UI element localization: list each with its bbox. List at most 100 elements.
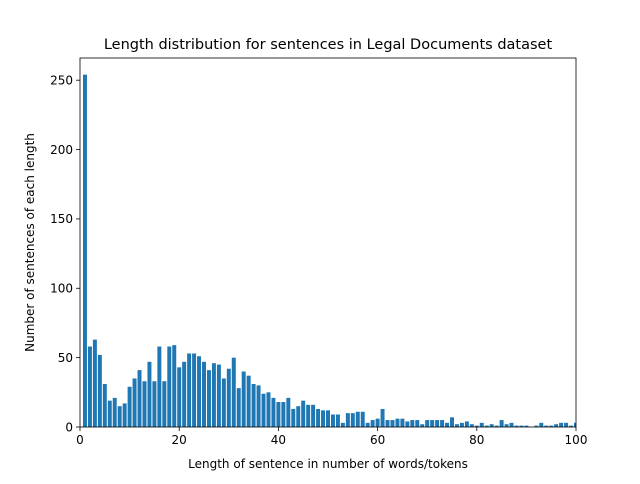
bar [241, 371, 246, 427]
bar [340, 422, 345, 427]
bar [524, 425, 529, 427]
bar [122, 403, 127, 427]
bar [147, 361, 152, 427]
bar [226, 368, 231, 427]
y-tick-label: 50 [58, 351, 73, 365]
bar [345, 413, 350, 427]
bar [251, 384, 256, 427]
x-tick-label: 60 [370, 433, 385, 447]
bar [127, 386, 132, 427]
bar [335, 414, 340, 427]
bar [459, 422, 464, 427]
bar [107, 400, 112, 427]
bar [574, 422, 576, 427]
bar [400, 418, 405, 427]
bar [430, 420, 435, 427]
bar [152, 381, 157, 427]
bar [450, 417, 454, 427]
bar [182, 361, 187, 427]
bar [534, 425, 539, 427]
bar [360, 411, 365, 427]
bar [405, 421, 410, 427]
bar [301, 400, 306, 427]
bar [102, 384, 107, 427]
bar [206, 370, 211, 427]
bar [162, 381, 167, 427]
bar [410, 420, 415, 427]
bar [177, 367, 182, 427]
bar [390, 420, 395, 427]
bar [370, 420, 375, 427]
bar [92, 339, 97, 427]
bar [549, 425, 554, 427]
bar [266, 392, 271, 427]
bar [197, 356, 202, 427]
y-tick-label: 100 [50, 282, 73, 296]
bar [231, 357, 236, 427]
bar [494, 425, 499, 427]
bar [202, 361, 206, 427]
bar [445, 422, 450, 427]
bar [281, 402, 286, 427]
bar [559, 422, 564, 427]
y-tick-label: 0 [65, 420, 73, 434]
bar [504, 424, 509, 427]
x-tick-label: 100 [565, 433, 588, 447]
bar [464, 421, 469, 427]
bar [380, 408, 385, 427]
bar [554, 424, 559, 427]
x-tick-label: 20 [172, 433, 187, 447]
bar [326, 410, 330, 427]
bar [355, 411, 360, 427]
x-axis-label: Length of sentence in number of words/to… [188, 457, 468, 471]
bar [454, 424, 459, 427]
bar [157, 346, 162, 427]
bar [211, 363, 216, 427]
bar [117, 406, 122, 427]
bar [246, 375, 251, 427]
bar [187, 353, 192, 427]
bar [286, 397, 291, 427]
bar [469, 424, 474, 427]
bar [519, 425, 524, 427]
bar [385, 420, 390, 427]
bar [137, 370, 142, 427]
bar [216, 364, 221, 427]
bar [509, 422, 514, 427]
bar [236, 388, 241, 427]
bar [276, 402, 281, 427]
x-tick-label: 80 [469, 433, 484, 447]
bar [539, 422, 544, 427]
bar [261, 393, 266, 427]
bar [514, 425, 519, 427]
bar [306, 404, 311, 427]
bar [271, 397, 276, 427]
bar [296, 406, 301, 427]
bar [82, 74, 87, 428]
bar [350, 413, 355, 427]
bar [321, 410, 326, 427]
bar [569, 425, 574, 427]
bar [142, 381, 147, 427]
bar [316, 408, 321, 427]
x-tick-label: 0 [76, 433, 84, 447]
bar [564, 422, 569, 427]
bar [221, 378, 226, 427]
y-axis-label: Number of sentences of each length [23, 133, 37, 352]
bar [365, 422, 370, 427]
bar [97, 354, 102, 427]
bar [256, 385, 261, 427]
bar [489, 424, 494, 427]
bar [291, 408, 296, 427]
y-tick-label: 200 [50, 143, 73, 157]
chart-title: Length distribution for sentences in Leg… [104, 37, 553, 53]
bar [484, 425, 489, 427]
bar [479, 422, 484, 427]
bar [395, 418, 400, 427]
bar [474, 425, 479, 427]
bar [311, 404, 316, 427]
bar [192, 353, 197, 427]
y-axis-ticks: 0 50 100 150 200 250 [50, 73, 80, 434]
